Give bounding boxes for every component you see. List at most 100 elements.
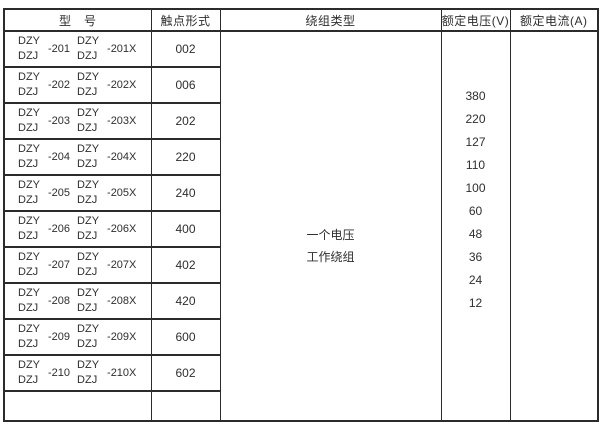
rated-current-cell <box>509 30 599 422</box>
voltage-value: 12 <box>468 296 483 310</box>
model-series: DZY <box>18 35 40 47</box>
model-series: DZJ <box>18 194 39 206</box>
model-cell: DZY DZJ -202 DZY DZJ -202X <box>3 66 152 104</box>
voltage-value: 220 <box>465 112 486 126</box>
model-group: DZY DZJ -202 DZY DZJ -202X <box>5 70 151 100</box>
model-series: DZJ <box>77 338 98 350</box>
header-row: 型 号 触点形式 绕组类型 额定电压(V) 额定电流(A) <box>3 8 599 32</box>
relay-spec-table: 型 号 触点形式 绕组类型 额定电压(V) 额定电流(A) DZY DZJ -2… <box>3 8 599 422</box>
model-number-x: -203X <box>107 115 137 127</box>
model-series: DZY <box>77 215 100 227</box>
model-series: DZY <box>18 323 40 335</box>
model-cell <box>3 390 152 422</box>
model-cell: DZY DZJ -203 DZY DZJ -203X <box>3 102 152 140</box>
model-number-x: -210X <box>107 367 137 379</box>
model-cell: DZY DZJ -201 DZY DZJ -201X <box>3 30 152 68</box>
winding-type-line: 工作绕组 <box>306 250 355 264</box>
model-series: DZY <box>18 359 40 371</box>
contact-form-value: 420 <box>150 282 221 320</box>
model-number-x: -206X <box>107 223 137 235</box>
header-rated-current: 额定电流(A) <box>509 8 599 32</box>
model-number: -206 <box>48 223 71 235</box>
model-number: -204 <box>48 151 71 163</box>
model-series-stack: DZY DZJ <box>77 214 107 244</box>
model-series-stack: DZY DZJ <box>18 214 48 244</box>
model-group: DZY DZJ -203 DZY DZJ -203X <box>5 106 151 136</box>
model-series-stack: DZY DZJ <box>18 322 48 352</box>
voltage-value: 48 <box>468 227 483 241</box>
model-series: DZJ <box>77 230 98 242</box>
model-series: DZY <box>18 71 40 83</box>
model-series-stack: DZY DZJ <box>77 106 107 136</box>
model-series: DZJ <box>77 86 98 98</box>
model-number-x: -202X <box>107 79 137 91</box>
model-group: DZY DZJ -209 DZY DZJ -209X <box>5 322 151 352</box>
model-series: DZJ <box>18 374 39 386</box>
model-number-x: -205X <box>107 187 137 199</box>
contact-form-value: 240 <box>150 174 221 212</box>
contact-form-value: 602 <box>150 354 221 392</box>
model-group: DZY DZJ -206 DZY DZJ -206X <box>5 214 151 244</box>
model-series: DZJ <box>18 86 39 98</box>
header-winding-type: 绕组类型 <box>219 8 442 32</box>
table-row: DZY DZJ -204 DZY DZJ -204X 220 <box>3 138 598 176</box>
model-series-stack: DZY DZJ <box>77 322 107 352</box>
model-series: DZJ <box>77 266 98 278</box>
voltage-value: 127 <box>465 135 486 149</box>
model-series-stack: DZY DZJ <box>77 250 107 280</box>
model-series-stack: DZY DZJ <box>77 358 107 388</box>
table-row: DZY DZJ -202 DZY DZJ -202X 006 <box>3 66 598 104</box>
model-cell: DZY DZJ -206 DZY DZJ -206X <box>3 210 152 248</box>
model-series: DZJ <box>18 158 39 170</box>
model-series: DZJ <box>77 302 98 314</box>
model-series: DZJ <box>77 122 98 134</box>
model-cell: DZY DZJ -207 DZY DZJ -207X <box>3 246 152 284</box>
model-group: DZY DZJ -210 DZY DZJ -210X <box>5 358 151 388</box>
model-series: DZY <box>18 215 40 227</box>
model-series-stack: DZY DZJ <box>77 178 107 208</box>
model-series-stack: DZY DZJ <box>77 142 107 172</box>
model-series: DZY <box>18 251 40 263</box>
voltage-value: 110 <box>465 158 486 172</box>
model-series-stack: DZY DZJ <box>77 34 107 64</box>
model-number-x: -208X <box>107 295 137 307</box>
contact-form-value: 402 <box>150 246 221 284</box>
contact-cell <box>150 390 221 422</box>
model-series: DZY <box>77 35 100 47</box>
model-number: -208 <box>48 295 71 307</box>
model-number: -205 <box>48 187 71 199</box>
rated-voltage-cell: 380 220 127 110 100 60 48 36 24 12 <box>440 30 511 422</box>
model-series: DZY <box>18 143 40 155</box>
model-series: DZY <box>18 179 40 191</box>
voltage-value: 380 <box>465 89 486 103</box>
model-group: DZY DZJ -208 DZY DZJ -208X <box>5 286 151 316</box>
contact-form-value: 400 <box>150 210 221 248</box>
model-cell: DZY DZJ -209 DZY DZJ -209X <box>3 318 152 356</box>
model-number: -201 <box>48 43 71 55</box>
model-series-stack: DZY DZJ <box>18 358 48 388</box>
model-group: DZY DZJ -205 DZY DZJ -205X <box>5 178 151 208</box>
header-model: 型 号 <box>3 8 152 32</box>
contact-form-value: 006 <box>150 66 221 104</box>
model-series: DZY <box>77 179 100 191</box>
winding-type-text: 一个电压 工作绕组 <box>221 32 441 268</box>
voltage-value: 36 <box>468 250 483 264</box>
model-number-x: -201X <box>107 43 137 55</box>
table-row: DZY DZJ -208 DZY DZJ -208X 420 <box>3 282 598 320</box>
winding-type-line: 一个电压 <box>306 228 355 242</box>
table-row: DZY DZJ -201 DZY DZJ -201X 002 一个电压 工作绕组… <box>3 30 599 422</box>
model-number: -207 <box>48 259 71 271</box>
model-series: DZY <box>18 287 40 299</box>
model-number: -210 <box>48 367 71 379</box>
model-cell: DZY DZJ -210 DZY DZJ -210X <box>3 354 152 392</box>
model-series: DZJ <box>77 158 98 170</box>
model-series: DZY <box>77 251 100 263</box>
contact-form-value: 600 <box>150 318 221 356</box>
model-series-stack: DZY DZJ <box>18 106 48 136</box>
model-series: DZY <box>18 107 40 119</box>
table-row: DZY DZJ -210 DZY DZJ -210X 602 <box>3 354 598 392</box>
model-number: -203 <box>48 115 71 127</box>
contact-form-value: 220 <box>150 138 221 176</box>
table-row: DZY DZJ -207 DZY DZJ -207X 402 <box>3 246 598 284</box>
winding-type-cell: 一个电压 工作绕组 <box>219 30 442 422</box>
